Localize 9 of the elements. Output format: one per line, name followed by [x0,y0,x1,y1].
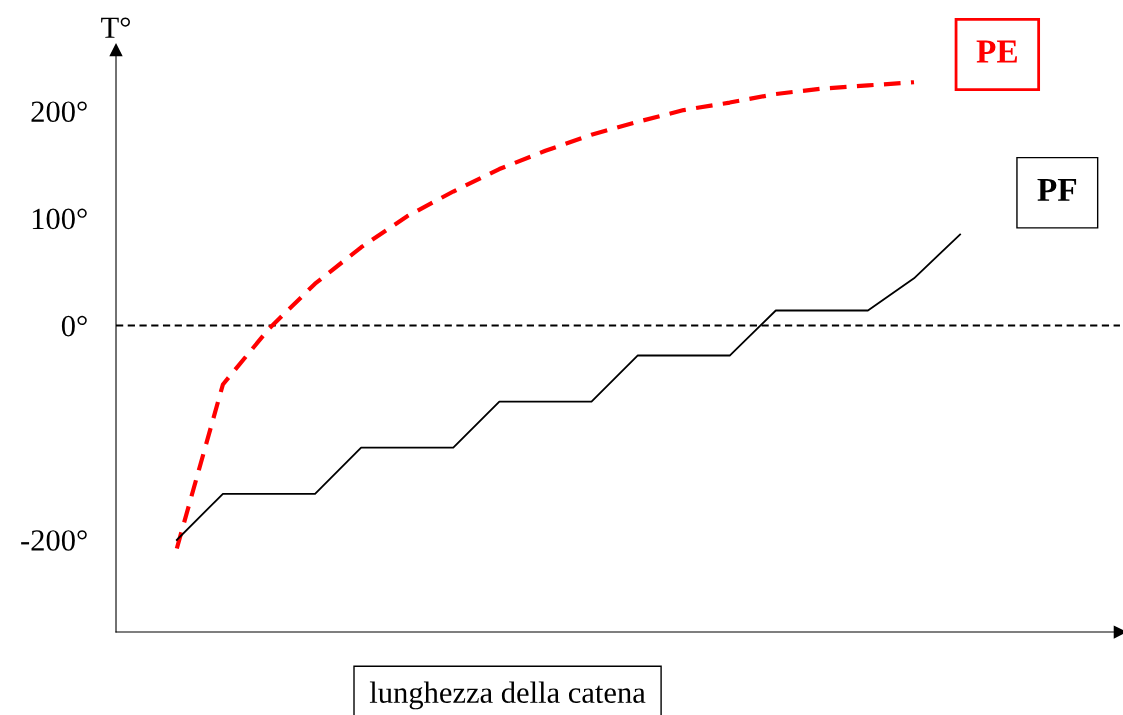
series-label: PE [976,40,1017,63]
y-tick-label: 200° [31,101,87,123]
y-tick-label: 0° [61,315,87,337]
y-tick-label: -200° [21,530,87,551]
line-series [174,80,917,551]
text: PF [1037,178,1077,201]
y-tick-label: 100° [32,208,87,230]
x-axis-title: lunghezza della catena [369,681,646,710]
y-axis-title: T° [101,17,130,38]
